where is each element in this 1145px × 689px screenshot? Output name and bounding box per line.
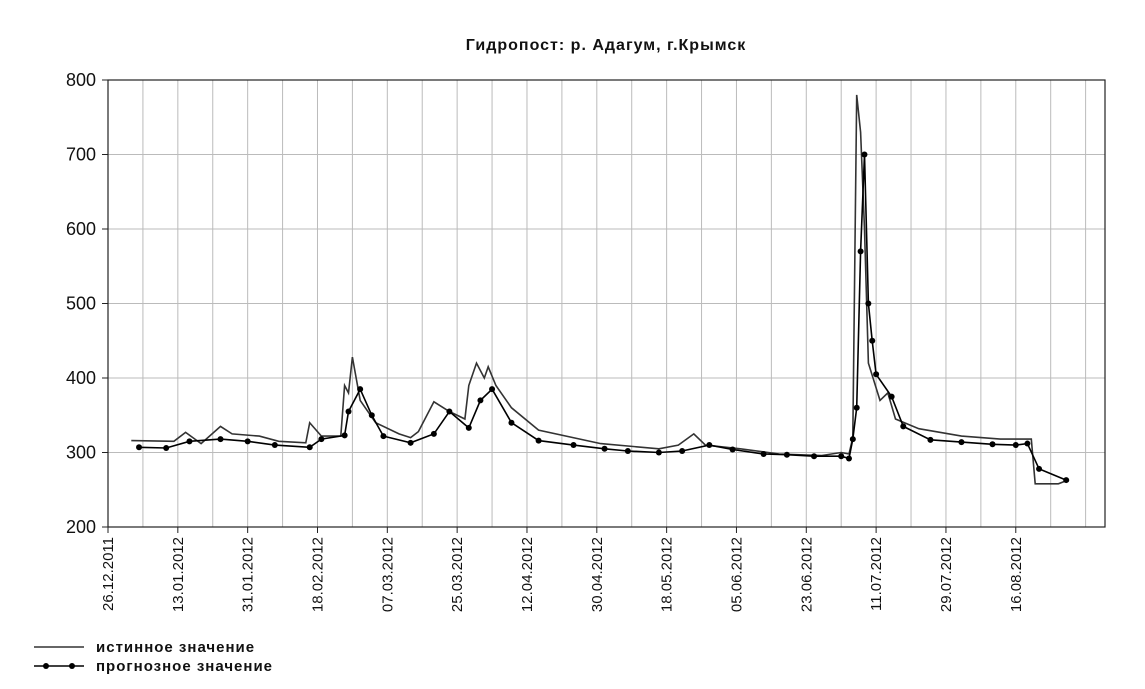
- series-marker: [136, 444, 143, 451]
- series-marker: [861, 151, 868, 158]
- series-marker: [989, 441, 996, 448]
- x-tick-label: 31.01.2012: [240, 537, 257, 612]
- series-marker: [489, 386, 496, 393]
- series-marker: [380, 433, 387, 440]
- x-tick-label: 13.01.2012: [170, 537, 187, 612]
- x-tick-label: 05.06.2012: [728, 537, 745, 612]
- series-marker: [345, 408, 352, 415]
- y-tick-label: 700: [66, 145, 96, 165]
- y-tick-label: 300: [66, 443, 96, 463]
- series-marker: [341, 432, 348, 439]
- series-marker: [446, 408, 453, 415]
- x-tick-label: 30.04.2012: [589, 537, 606, 612]
- y-tick-label: 500: [66, 294, 96, 314]
- series-marker: [477, 397, 484, 404]
- series-marker: [849, 436, 856, 443]
- series-marker: [601, 445, 608, 452]
- series-marker: [430, 430, 437, 437]
- chart-title: Гидропост: р. Адагум, г.Крымск: [466, 37, 747, 54]
- y-tick-label: 600: [66, 219, 96, 239]
- series-marker: [729, 446, 736, 453]
- series-marker: [900, 423, 907, 430]
- y-tick-label: 400: [66, 368, 96, 388]
- series-marker: [306, 444, 313, 451]
- x-tick-label: 29.07.2012: [938, 537, 955, 612]
- series-marker: [163, 445, 170, 452]
- series-line: [131, 94, 1067, 485]
- series-marker: [679, 448, 686, 455]
- series-marker: [888, 393, 895, 400]
- series-marker: [318, 436, 325, 443]
- series-marker: [508, 419, 515, 426]
- x-tick-label: 07.03.2012: [379, 537, 396, 612]
- series-marker: [811, 453, 818, 460]
- series-marker: [857, 248, 864, 255]
- x-tick-label: 18.02.2012: [309, 537, 326, 612]
- y-tick-label: 800: [66, 70, 96, 90]
- series-marker: [853, 404, 860, 411]
- x-tick-label: 23.06.2012: [798, 537, 815, 612]
- series-marker: [465, 424, 472, 431]
- series-marker: [368, 412, 375, 419]
- series-marker: [1012, 442, 1019, 449]
- series-marker: [217, 436, 224, 443]
- legend-marker: [69, 663, 75, 669]
- series-marker: [357, 386, 364, 393]
- series-marker: [706, 442, 713, 449]
- x-tick-label: 11.07.2012: [868, 537, 885, 611]
- series-marker: [1036, 465, 1043, 472]
- legend-label: истинное значение: [96, 639, 255, 656]
- series-marker: [845, 455, 852, 462]
- series-marker: [244, 438, 251, 445]
- series-marker: [869, 337, 876, 344]
- plot-border: [107, 79, 1106, 528]
- legend-label: прогнозное значение: [96, 658, 273, 675]
- series-marker: [865, 300, 872, 307]
- x-tick-label: 12.04.2012: [519, 537, 536, 612]
- x-tick-label: 16.08.2012: [1008, 537, 1025, 612]
- series-marker: [535, 437, 542, 444]
- series-marker: [873, 371, 880, 378]
- legend-marker: [43, 663, 49, 669]
- series-marker: [958, 439, 965, 446]
- series-marker: [760, 450, 767, 457]
- x-tick-label: 25.03.2012: [449, 537, 466, 612]
- series-marker: [927, 436, 934, 443]
- series-marker: [655, 449, 662, 456]
- series-marker: [407, 439, 414, 446]
- series-marker: [624, 448, 631, 455]
- x-tick-label: 26.12.2011: [100, 537, 117, 611]
- series-marker: [186, 438, 193, 445]
- series-marker: [271, 442, 278, 449]
- series-marker: [1063, 477, 1070, 484]
- x-tick-label: 18.05.2012: [659, 537, 676, 612]
- series-marker: [838, 453, 845, 460]
- series-marker: [783, 451, 790, 458]
- y-tick-label: 200: [66, 517, 96, 537]
- series-marker: [570, 442, 577, 449]
- series-marker: [1024, 440, 1031, 447]
